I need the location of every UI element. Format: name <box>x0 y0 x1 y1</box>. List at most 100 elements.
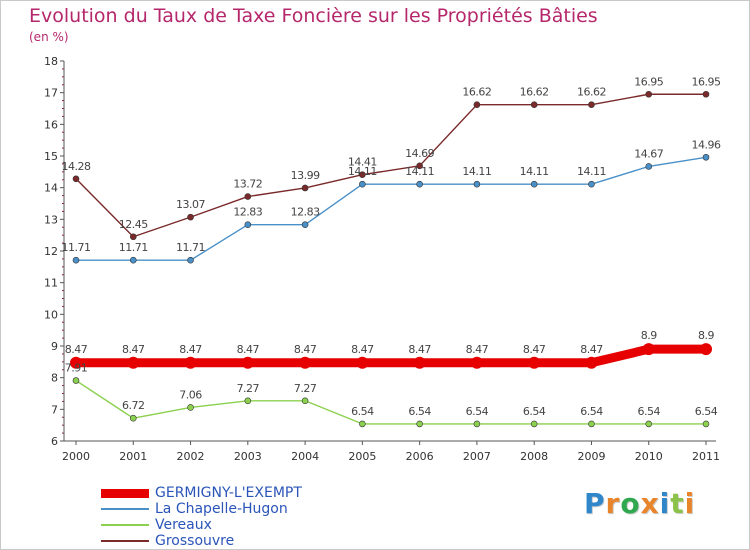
x-tick-label: 2005 <box>348 450 376 463</box>
data-label: 14.11 <box>577 165 606 178</box>
data-label: 8.47 <box>408 343 431 356</box>
data-label: 14.28 <box>62 160 91 173</box>
legend-label: La Chapelle-Hugon <box>155 501 288 517</box>
data-label: 13.72 <box>233 178 262 191</box>
data-label: 8.47 <box>179 343 202 356</box>
data-point <box>645 90 653 98</box>
legend-item: La Chapelle-Hugon <box>101 501 302 517</box>
data-label: 6.72 <box>122 399 145 412</box>
data-point <box>301 221 309 229</box>
data-label: 7.91 <box>65 362 88 375</box>
data-label: 14.69 <box>405 147 434 160</box>
series-lines <box>70 90 712 428</box>
y-tick-label: 9 <box>51 340 58 353</box>
legend: GERMIGNY-L'EXEMPT La Chapelle-Hugon Vereau… <box>101 485 302 549</box>
y-tick-label: 16 <box>44 118 58 131</box>
data-point <box>530 420 538 428</box>
x-tick-label: 2009 <box>577 450 605 463</box>
data-label: 6.54 <box>523 405 546 418</box>
data-point <box>588 101 595 108</box>
data-label: 8.47 <box>580 343 603 356</box>
proxiti-logo: Proxiti <box>584 487 696 520</box>
data-point <box>473 180 481 188</box>
data-label: 14.11 <box>348 165 377 178</box>
data-label: 11.71 <box>62 241 91 254</box>
data-label: 11.71 <box>176 241 205 254</box>
data-point <box>416 180 423 188</box>
legend-item: GERMIGNY-L'EXEMPT <box>101 485 302 501</box>
data-label: 6.54 <box>351 405 374 418</box>
x-tick-label: 2003 <box>234 450 262 463</box>
x-tick-label: 2011 <box>692 450 720 463</box>
data-point <box>129 256 137 264</box>
x-tick-label: 2010 <box>635 450 663 463</box>
y-tick-label: 10 <box>44 308 58 321</box>
unit-label: (en %) <box>29 30 69 44</box>
x-tick-label: 2008 <box>520 450 548 463</box>
data-point <box>473 101 481 108</box>
data-point <box>187 404 194 411</box>
data-point <box>301 184 309 192</box>
data-label: 7.27 <box>294 382 317 395</box>
data-point <box>301 397 309 405</box>
data-point <box>359 171 366 178</box>
y-tick-label: 13 <box>44 213 58 226</box>
data-label: 16.62 <box>577 86 606 99</box>
data-label: 16.95 <box>692 75 721 88</box>
x-tick-label: 2001 <box>119 450 147 463</box>
data-point <box>129 414 137 422</box>
legend-label: Vereaux <box>155 517 212 533</box>
data-point <box>528 356 541 369</box>
data-point <box>416 420 423 428</box>
legend-item: Vereaux <box>101 517 302 533</box>
data-point <box>129 233 137 241</box>
y-tick-label: 15 <box>44 150 58 163</box>
y-tick-label: 18 <box>44 55 58 68</box>
data-label: 12.83 <box>291 206 320 219</box>
data-point <box>356 356 369 369</box>
y-tick-label: 12 <box>44 245 58 258</box>
data-label: 8.47 <box>237 343 260 356</box>
data-label: 13.07 <box>176 198 205 211</box>
legend-swatch <box>101 488 149 498</box>
data-point <box>244 193 252 200</box>
data-label: 7.06 <box>179 388 202 401</box>
series-line <box>75 379 706 425</box>
data-point <box>473 420 481 428</box>
data-label: 14.41 <box>348 156 377 169</box>
data-label: 7.27 <box>237 382 260 395</box>
legend-swatch <box>101 508 149 510</box>
data-point <box>244 397 252 405</box>
data-label: 6.54 <box>580 405 603 418</box>
data-point <box>530 101 538 108</box>
data-point <box>702 90 710 98</box>
data-point <box>702 153 710 161</box>
series-line <box>76 156 707 261</box>
y-tick-label: 8 <box>51 372 58 385</box>
data-point <box>588 180 595 188</box>
data-label: 6.54 <box>466 405 489 418</box>
data-point <box>187 256 194 264</box>
data-point <box>187 213 194 221</box>
data-point <box>413 356 426 369</box>
data-point <box>530 180 538 188</box>
data-point <box>70 356 82 369</box>
data-label: 8.47 <box>466 343 489 356</box>
data-label: 13.99 <box>291 169 320 182</box>
series-line <box>76 344 706 368</box>
data-label: 16.62 <box>462 86 491 99</box>
y-tick-label: 11 <box>44 277 58 290</box>
x-tick-label: 2002 <box>177 450 205 463</box>
data-point <box>241 356 254 369</box>
data-label: 8.47 <box>523 343 546 356</box>
data-label: 8.9 <box>698 329 714 342</box>
data-point <box>700 343 712 356</box>
data-label: 14.11 <box>520 165 549 178</box>
data-point <box>127 356 140 369</box>
series-line <box>75 93 706 238</box>
data-label: 8.47 <box>122 343 145 356</box>
x-tick-label: 2000 <box>62 450 90 463</box>
data-point <box>416 162 423 170</box>
data-label: 14.67 <box>634 147 663 160</box>
